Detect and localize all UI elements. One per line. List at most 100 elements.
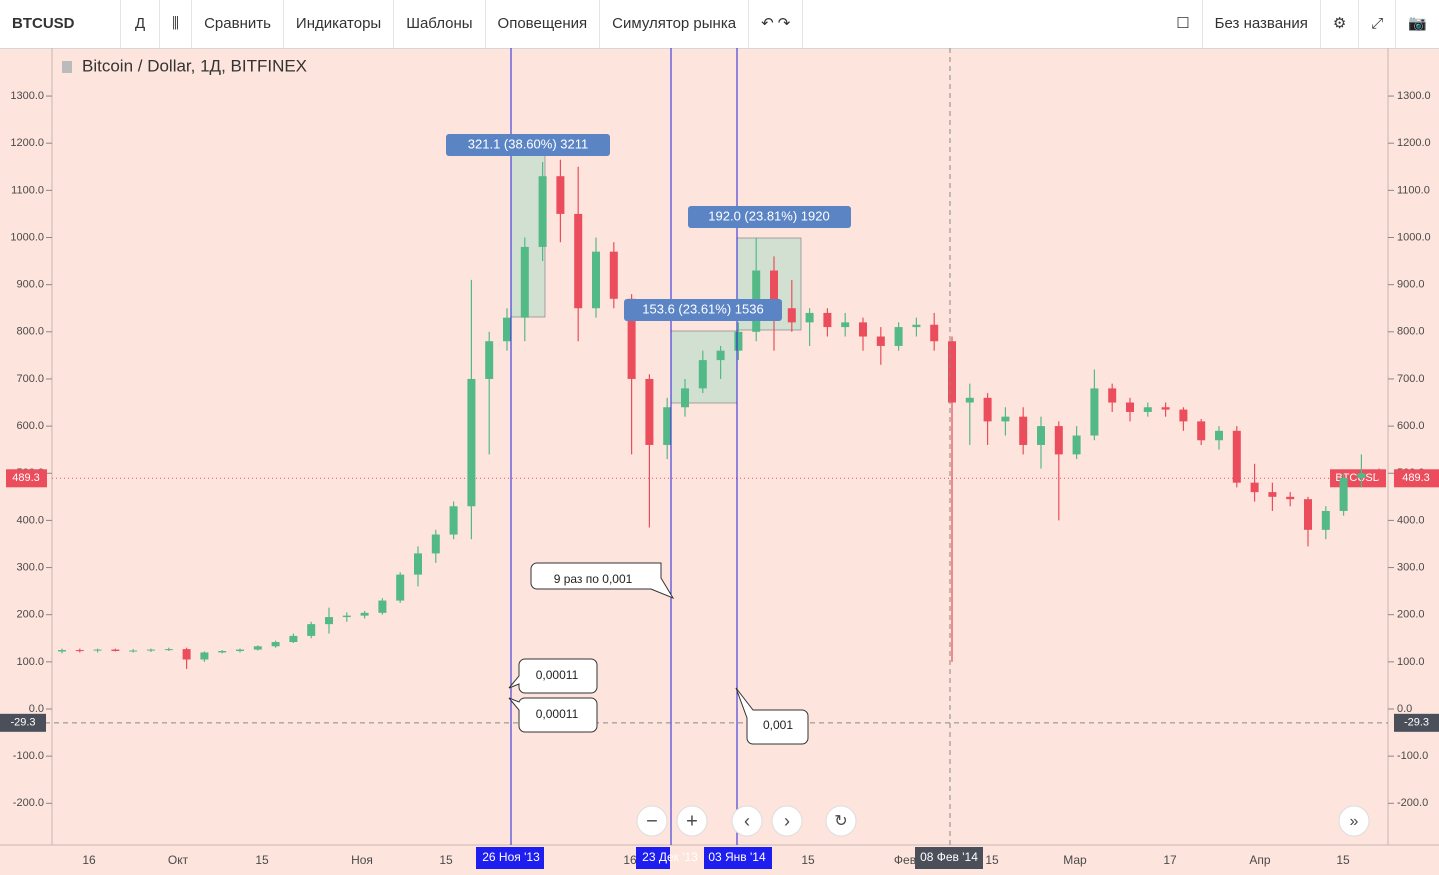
y-tick-label: 800.0 bbox=[16, 326, 44, 338]
y-tick-label: 800.0 bbox=[1397, 326, 1425, 338]
y-tick-label: -100.0 bbox=[1397, 750, 1428, 762]
icon: » bbox=[1350, 813, 1359, 830]
date-tag-bg bbox=[636, 847, 670, 869]
candle-body bbox=[485, 341, 494, 379]
date-tag-bg bbox=[704, 847, 772, 869]
candle-body bbox=[1304, 499, 1312, 530]
candle-body bbox=[289, 635, 298, 643]
icon: − bbox=[646, 810, 658, 832]
snapshot[interactable]: 📷 bbox=[1408, 15, 1427, 32]
candle-body bbox=[663, 407, 672, 445]
candle-body bbox=[218, 651, 227, 653]
candle-body bbox=[449, 506, 458, 535]
candle-body bbox=[378, 600, 387, 613]
candle-body bbox=[200, 652, 209, 660]
fullscreen-box[interactable]: ☐ bbox=[1164, 0, 1203, 48]
callout-text: 0,00011 bbox=[536, 707, 579, 721]
candle-body bbox=[271, 642, 280, 647]
candle-body bbox=[1250, 482, 1259, 493]
candle-body bbox=[698, 360, 707, 389]
candle-body bbox=[307, 624, 316, 636]
y-tick-label: 1100.0 bbox=[11, 184, 44, 196]
candle-body bbox=[930, 324, 939, 342]
y-tick-label: 400.0 bbox=[1397, 514, 1425, 526]
candle-body bbox=[111, 649, 120, 652]
candle-body bbox=[609, 251, 618, 299]
candle-body bbox=[645, 378, 654, 445]
crosshair-label-bg bbox=[1394, 713, 1439, 732]
candle-body bbox=[431, 534, 440, 554]
y-tick-label: 1100.0 bbox=[1397, 184, 1430, 196]
x-tick-label: Фев bbox=[894, 853, 916, 867]
x-tick-label: Окт bbox=[168, 853, 189, 867]
chart-style[interactable]: ⫼ bbox=[160, 0, 193, 48]
y-tick-label: 300.0 bbox=[16, 561, 44, 573]
candle-body bbox=[912, 324, 921, 328]
callout-text: 0,001 bbox=[763, 718, 793, 732]
x-tick-label: Мар bbox=[1063, 853, 1087, 867]
cursor-date-bg bbox=[915, 847, 983, 869]
candle-body bbox=[894, 327, 903, 346]
candle-body bbox=[58, 650, 66, 652]
undo[interactable]: ↶ ↷ bbox=[749, 0, 804, 48]
candle-body bbox=[1197, 421, 1206, 441]
layout-name[interactable]: Без названия bbox=[1203, 0, 1321, 48]
candle-body bbox=[253, 646, 262, 650]
scroll-right[interactable] bbox=[771, 805, 803, 837]
indicators[interactable]: Индикаторы bbox=[284, 0, 395, 48]
y-tick-label: 400.0 bbox=[16, 514, 44, 526]
candle-body bbox=[1126, 402, 1134, 412]
interval[interactable]: Д bbox=[121, 0, 161, 48]
nav: − + ‹ › ↻ » bbox=[636, 805, 1370, 837]
symbol[interactable]: BTCUSD bbox=[0, 0, 121, 48]
candle-body bbox=[592, 251, 600, 309]
y-tick-label: -100.0 bbox=[13, 750, 44, 762]
scroll-left[interactable] bbox=[731, 805, 763, 837]
y-tick-label: 1000.0 bbox=[10, 231, 44, 243]
replay[interactable]: Симулятор рынка bbox=[600, 0, 750, 48]
candle-body bbox=[1001, 416, 1010, 422]
templates[interactable]: Шаблоны bbox=[394, 0, 486, 48]
compare[interactable]: Сравнить bbox=[192, 0, 284, 48]
candle-body bbox=[859, 322, 867, 337]
y-tick-label: 1200.0 bbox=[1397, 137, 1431, 149]
candle-body bbox=[627, 298, 636, 379]
callout bbox=[508, 697, 598, 733]
zoom-out[interactable] bbox=[636, 805, 668, 837]
measure-label bbox=[688, 206, 851, 228]
candle-body bbox=[1375, 473, 1384, 479]
y-tick-label: 0.0 bbox=[29, 703, 44, 715]
callout-text: 0,00011 bbox=[536, 668, 579, 682]
candle-body bbox=[503, 317, 511, 342]
candle-body bbox=[1090, 388, 1099, 436]
icon: › bbox=[784, 811, 790, 831]
candle-body bbox=[1179, 409, 1188, 422]
title-icon bbox=[62, 61, 72, 73]
y-tick-label: 200.0 bbox=[1397, 609, 1425, 621]
to-end[interactable] bbox=[1338, 805, 1370, 837]
settings[interactable]: ⚙ bbox=[1321, 0, 1360, 48]
alerts[interactable]: Оповещения bbox=[486, 0, 601, 48]
y-tick-label: 1000.0 bbox=[1397, 231, 1431, 243]
candle-body bbox=[1268, 492, 1277, 497]
y-tick-label: 200.0 bbox=[16, 609, 44, 621]
last-price-label: 489.3 bbox=[1402, 472, 1430, 484]
candle-body bbox=[876, 336, 885, 346]
y-tick-label: 700.0 bbox=[16, 373, 44, 385]
y-tick-label: 0.0 bbox=[1397, 703, 1412, 715]
expand[interactable]: ⤢ bbox=[1359, 0, 1397, 48]
x-tick-label: Ноя bbox=[351, 853, 373, 867]
measure-text: 192.0 (23.81%) 1920 bbox=[708, 208, 829, 223]
reset[interactable] bbox=[825, 805, 857, 837]
y-tick-label: 1300.0 bbox=[1397, 90, 1431, 102]
candle-body bbox=[1357, 473, 1366, 478]
date-tag: 23 Дек '13 bbox=[642, 850, 698, 864]
date-tag-bg bbox=[476, 847, 544, 869]
candle-body bbox=[1019, 416, 1028, 445]
candle-body bbox=[360, 612, 369, 616]
last-price-bg bbox=[1394, 469, 1439, 488]
zoom-in[interactable] bbox=[676, 805, 708, 837]
measure-text: 321.1 (38.60%) 3211 bbox=[468, 136, 588, 151]
candle-body bbox=[841, 322, 850, 328]
candle-body bbox=[805, 312, 814, 323]
